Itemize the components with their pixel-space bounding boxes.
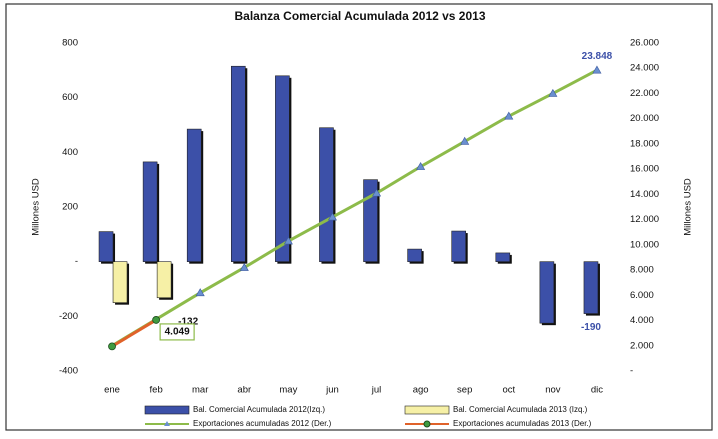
y2-tick-label: 26.000 [630, 38, 659, 49]
data-label: -190 [581, 322, 601, 333]
y-axis-label: Millones USD [31, 178, 42, 236]
bar [112, 261, 128, 303]
legend-marker [164, 421, 170, 426]
x-tick-label: feb [150, 385, 163, 396]
bar [363, 179, 378, 262]
marker [108, 342, 116, 351]
y-tick-label: 600 [62, 92, 78, 103]
marker [548, 88, 558, 97]
legend-swatch [404, 405, 450, 415]
x-tick-label: nov [545, 385, 561, 396]
marker [327, 212, 337, 221]
data-label: 23.848 [582, 51, 613, 62]
marker [283, 236, 293, 245]
bar [98, 231, 114, 262]
bar [156, 261, 172, 299]
line [111, 318, 157, 348]
y-tick-label: -400 [59, 366, 78, 377]
x-tick-label: abr [237, 385, 251, 396]
line [111, 68, 598, 348]
bar [142, 161, 158, 262]
y2-tick-label: 8.000 [630, 265, 654, 276]
legend-swatch [144, 405, 190, 415]
legend-label: Bal. Comercial Acumulada 2013 (Izq.) [453, 405, 588, 414]
legend-label: Bal. Comercial Acumulada 2012(Izq.) [193, 405, 325, 414]
y2-tick-label: 10.000 [630, 239, 659, 250]
x-tick-label: ene [104, 385, 120, 396]
x-tick-label: jul [371, 385, 382, 396]
y2-tick-label: 6.000 [630, 290, 654, 301]
y2-tick-label: - [630, 366, 633, 377]
bar [186, 128, 202, 262]
bar [451, 230, 467, 262]
marker [460, 136, 470, 145]
y2-axis-label: Millones USD [683, 178, 694, 236]
bar [495, 252, 511, 262]
marker [416, 162, 426, 170]
y-tick-label: 800 [62, 38, 78, 49]
x-tick-label: sep [457, 385, 472, 396]
data-label: 4.049 [165, 327, 190, 338]
y-tick-label: 400 [62, 147, 78, 158]
data-label-box [159, 323, 195, 341]
y2-tick-label: 14.000 [630, 189, 659, 200]
y2-tick-label: 18.000 [630, 138, 659, 149]
y-tick-label: - [75, 256, 78, 267]
marker [239, 262, 249, 271]
legend-marker [423, 420, 431, 428]
marker [504, 111, 514, 120]
y2-tick-label: 20.000 [630, 113, 659, 124]
y2-tick-label: 22.000 [630, 88, 659, 99]
bar [319, 127, 334, 262]
y2-tick-label: 12.000 [630, 214, 659, 225]
bar [583, 261, 599, 314]
x-tick-label: oct [502, 385, 515, 396]
x-tick-label: ago [413, 385, 429, 396]
y2-tick-label: 16.000 [630, 164, 659, 175]
y-tick-label: -200 [59, 311, 78, 322]
bar [539, 261, 555, 324]
y2-tick-label: 24.000 [630, 63, 659, 74]
y-tick-label: 200 [62, 202, 78, 213]
legend-label: Exportaciones acumuladas 2012 (Der.) [193, 419, 332, 428]
bar [230, 65, 246, 262]
x-tick-label: mar [192, 385, 208, 396]
x-tick-label: dic [591, 385, 603, 396]
bar [407, 248, 422, 262]
chart-frame [5, 3, 713, 431]
y2-tick-label: 2.000 [630, 340, 654, 351]
marker [152, 316, 161, 324]
bar [275, 75, 290, 262]
marker [592, 65, 602, 74]
legend-label: Exportaciones acumuladas 2013 (Der.) [453, 419, 592, 428]
marker [195, 288, 205, 297]
data-label: -132 [178, 316, 198, 327]
x-tick-label: may [279, 385, 297, 396]
x-tick-label: jun [325, 385, 339, 396]
marker [372, 188, 382, 197]
y2-tick-label: 4.000 [630, 315, 654, 326]
chart-title: Balanza Comercial Acumulada 2012 vs 2013 [234, 9, 485, 23]
